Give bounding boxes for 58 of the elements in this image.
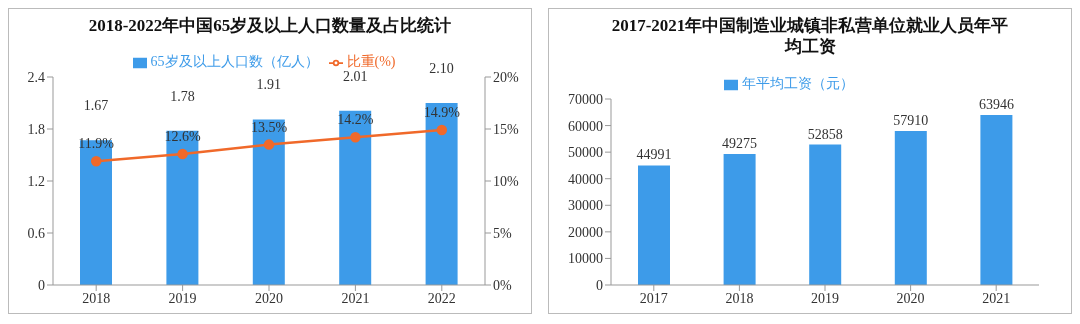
x-tick-label: 2017 — [639, 290, 668, 306]
legend-label: 年平均工资（元） — [742, 76, 854, 91]
x-tick-label: 2020 — [255, 290, 283, 306]
data-label: 1.78 — [170, 88, 195, 104]
y-tick-label: 70000 — [568, 91, 603, 107]
data-label: 49275 — [722, 136, 758, 152]
chart-title: 2017-2021年中国制造业城镇非私营单位就业人员年平均工资 — [610, 15, 1010, 58]
y2-tick-label: 15% — [493, 121, 519, 137]
data-label: 2.10 — [429, 61, 454, 76]
y2-tick-label: 0% — [493, 277, 512, 293]
legend-label: 比重(%) — [346, 54, 396, 69]
y-tick-label: 30000 — [568, 198, 603, 214]
point — [263, 139, 275, 150]
data-label: 44991 — [636, 147, 672, 163]
bar — [980, 115, 1013, 285]
x-tick-label: 2021 — [982, 290, 1011, 306]
y-tick-label: 0.6 — [27, 225, 45, 241]
y-tick-label: 0 — [38, 277, 45, 293]
y-tick-label: 0 — [596, 277, 603, 293]
y-tick-label: 1.2 — [27, 173, 45, 189]
bar — [425, 103, 458, 285]
chart-title: 2018-2022年中国65岁及以上人口数量及占比统计 — [87, 15, 453, 37]
x-tick-label: 2019 — [811, 290, 839, 306]
point — [177, 148, 188, 160]
data-label: 63946 — [978, 97, 1014, 113]
y-tick-label: 10000 — [568, 251, 603, 267]
bar — [723, 154, 756, 285]
point — [90, 155, 102, 167]
bar — [638, 165, 670, 285]
x-tick-label: 2021 — [341, 290, 370, 306]
bar — [80, 140, 112, 285]
y-tick-label: 50000 — [568, 145, 603, 161]
x-tick-label: 2022 — [427, 290, 456, 306]
y-tick-label: 20000 — [568, 224, 603, 240]
data-label: 52858 — [807, 126, 843, 142]
y2-tick-label: 5% — [493, 225, 512, 241]
y-tick-label: 2.4 — [27, 69, 45, 85]
y2-tick-label: 20% — [493, 69, 519, 85]
data-label: 2.01 — [342, 68, 368, 84]
x-tick-label: 2019 — [168, 290, 197, 306]
y-tick-label: 40000 — [568, 171, 603, 187]
bar — [166, 130, 199, 285]
y-tick-label: 1.8 — [27, 121, 45, 137]
bar — [894, 131, 927, 285]
y2-tick-label: 10% — [493, 173, 519, 189]
point — [350, 132, 361, 143]
data-label: 1.67 — [83, 98, 109, 114]
bar — [252, 119, 285, 285]
data-label: 57910 — [893, 113, 929, 129]
data-label: 1.91 — [256, 77, 282, 93]
x-tick-label: 2018 — [725, 290, 754, 306]
y-tick-label: 60000 — [568, 118, 603, 134]
bar — [809, 144, 842, 285]
point — [436, 124, 448, 136]
bar — [339, 110, 372, 285]
x-tick-label: 2018 — [82, 290, 111, 306]
legend-label: 65岁及以上人口数（亿人） — [150, 54, 319, 69]
x-tick-label: 2020 — [896, 290, 925, 306]
